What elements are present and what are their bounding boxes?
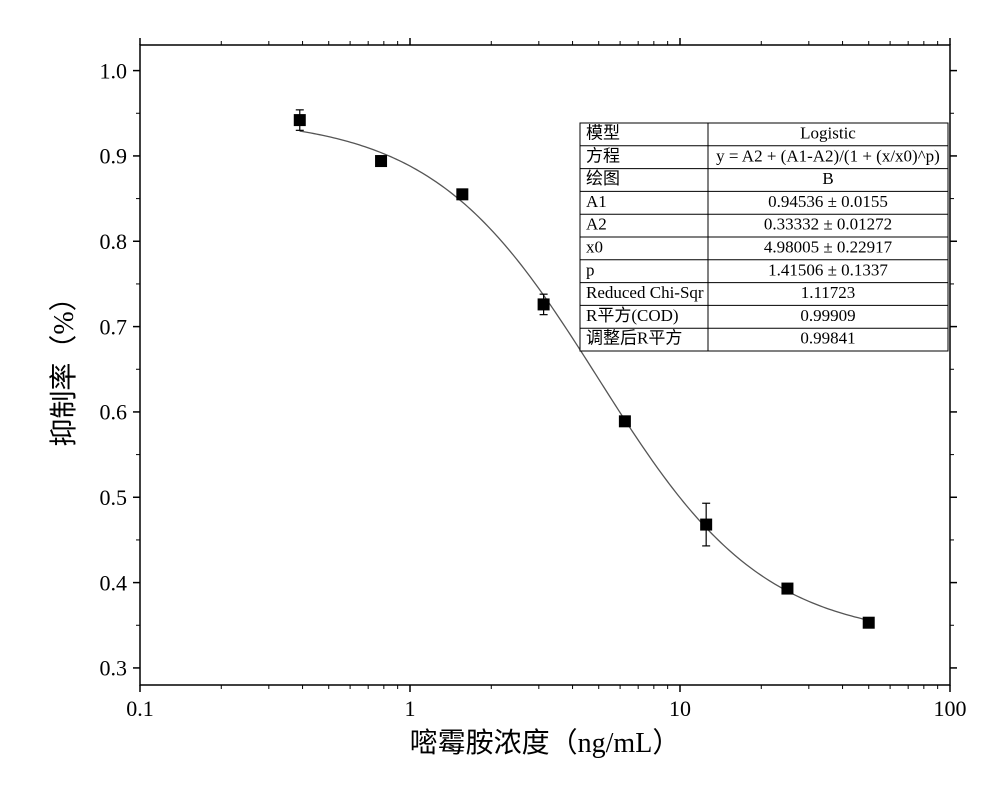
data-point [701, 519, 712, 530]
info-row-key: p [586, 260, 595, 279]
info-row-key: x0 [586, 238, 603, 257]
y-tick-label: 0.3 [100, 656, 128, 681]
y-tick-label: 0.9 [100, 144, 128, 169]
info-row-key: 方程 [586, 146, 620, 165]
info-row-key: R平方(COD) [586, 306, 679, 325]
x-tick-label: 0.1 [126, 696, 154, 721]
y-tick-label: 1.0 [100, 58, 128, 83]
data-point [782, 583, 793, 594]
info-row-value: 0.33332 ± 0.01272 [764, 215, 892, 234]
y-tick-label: 0.5 [100, 485, 128, 510]
x-axis-label: 嘧霉胺浓度（ng/mL） [410, 727, 681, 759]
info-row-value: 1.11723 [801, 283, 856, 302]
info-row-value: 4.98005 ± 0.22917 [764, 238, 893, 257]
info-row-key: Reduced Chi-Sqr [586, 283, 704, 302]
data-point [376, 156, 387, 167]
x-tick-label: 10 [669, 696, 691, 721]
info-row-key: 绘图 [586, 169, 620, 188]
x-tick-label: 100 [934, 696, 967, 721]
y-axis-label: 抑制率（%） [48, 283, 80, 446]
info-row-key: A2 [586, 215, 607, 234]
info-row-value: 1.41506 ± 0.1337 [768, 260, 888, 279]
x-tick-label: 1 [405, 696, 416, 721]
dose-response-chart: 0.1 1 10 100 0.3 0.4 0.5 0.6 0.7 0.8 0.9 1.0 嘧霉胺浓度（n… [0, 0, 1000, 788]
info-row-value: 0.94536 ± 0.0155 [768, 192, 888, 211]
data-point [619, 416, 630, 427]
info-row-value: 0.99841 [800, 329, 855, 348]
data-point [538, 299, 549, 310]
info-row-value: 0.99909 [800, 306, 855, 325]
info-row-value: y = A2 + (A1-A2)/(1 + (x/x0)^p) [716, 146, 940, 165]
info-row-value: B [822, 169, 833, 188]
data-point [294, 115, 305, 126]
info-row-value: Logistic [800, 124, 856, 143]
data-point [863, 617, 874, 628]
data-point [457, 189, 468, 200]
y-tick-label: 0.8 [100, 229, 128, 254]
y-tick-label: 0.7 [100, 314, 128, 339]
y-tick-label: 0.4 [100, 570, 128, 595]
y-tick-label: 0.6 [100, 400, 128, 425]
info-row-key: 模型 [586, 124, 620, 143]
info-row-key: 调整后R平方 [586, 329, 682, 348]
info-row-key: A1 [586, 192, 607, 211]
